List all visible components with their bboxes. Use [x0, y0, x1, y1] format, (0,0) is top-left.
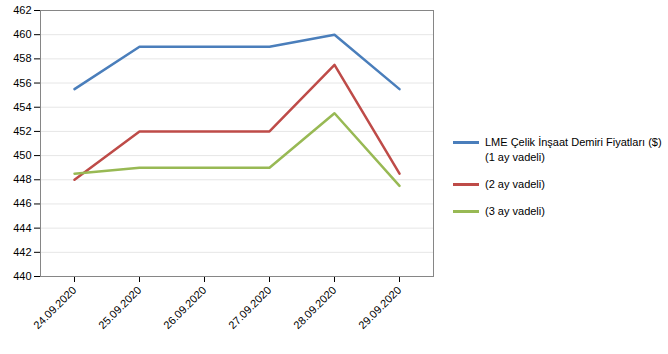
svg-text:450: 450: [13, 149, 31, 161]
svg-text:446: 446: [13, 197, 31, 209]
html-text:LME Çelik İnşaat Demiri Fiyatl: LME Çelik İnşaat Demiri Fiyatları ($)(1 …: [485, 136, 662, 163]
svg-text:24.09.2020: 24.09.2020: [31, 284, 78, 331]
svg-text:29.09.2020: 29.09.2020: [356, 284, 403, 331]
svg-text:444: 444: [13, 222, 31, 234]
svg-text:28.09.2020: 28.09.2020: [291, 284, 338, 331]
svg-text:25.09.2020: 25.09.2020: [96, 284, 143, 331]
svg-text:440: 440: [13, 270, 31, 282]
svg-text:462: 462: [13, 4, 31, 16]
svg-text:27.09.2020: 27.09.2020: [226, 284, 273, 331]
svg-text:454: 454: [13, 101, 31, 113]
svg-text:456: 456: [13, 77, 31, 89]
svg-text:448: 448: [13, 173, 31, 185]
svg-text:460: 460: [13, 28, 31, 40]
svg-text:26.09.2020: 26.09.2020: [161, 284, 208, 331]
svg-text:452: 452: [13, 125, 31, 137]
svg-text:458: 458: [13, 52, 31, 64]
html-text:(3 ay vadeli): (3 ay vadeli): [485, 205, 545, 217]
html-text:(2 ay vadeli): (2 ay vadeli): [485, 178, 545, 190]
svg-text:442: 442: [13, 246, 31, 258]
